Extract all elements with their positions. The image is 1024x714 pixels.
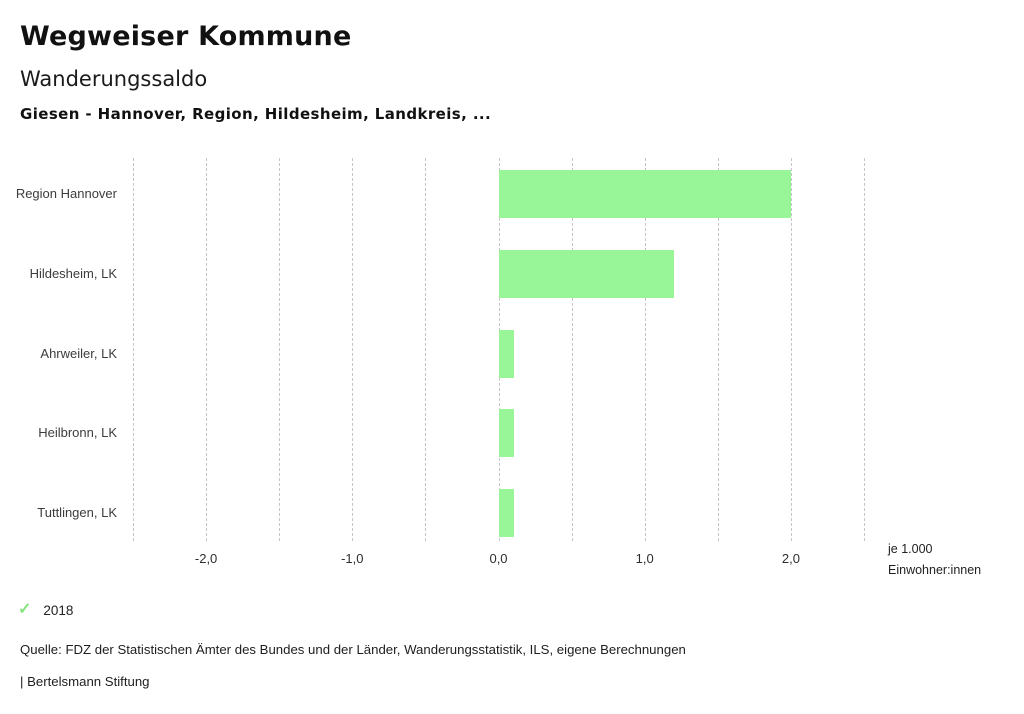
attribution-text: | Bertelsmann Stiftung xyxy=(20,674,150,689)
bar-region-hannover[interactable] xyxy=(499,170,792,218)
legend-year-label: 2018 xyxy=(43,602,74,618)
category-axis: Region Hannover Hildesheim, LK Ahrweiler, … xyxy=(0,158,125,541)
bar-ahrweiler-lk[interactable] xyxy=(499,329,514,378)
x-tick-label: -1,0 xyxy=(341,551,364,566)
x-tick-label: 2,0 xyxy=(781,551,800,566)
gridline xyxy=(717,158,719,541)
checkmark-icon: ✓ xyxy=(18,601,32,618)
gridline xyxy=(279,158,281,541)
chart-title: Wanderungssaldo xyxy=(20,67,208,91)
category-label: Ahrweiler, LK xyxy=(40,345,117,361)
category-label: Hildesheim, LK xyxy=(29,265,117,281)
gridline xyxy=(644,158,646,541)
gridline xyxy=(425,158,427,541)
bar-hildesheim-lk[interactable] xyxy=(499,249,675,298)
bar-heilbronn-lk[interactable] xyxy=(499,409,514,458)
x-tick-label: 1,0 xyxy=(635,551,654,566)
gridline xyxy=(206,158,208,541)
gridline xyxy=(790,158,792,541)
comparison-regions-line: Giesen - Hannover, Region, Hildesheim, L… xyxy=(20,105,492,123)
category-label: Region Hannover xyxy=(15,186,117,201)
legend-item-2018[interactable]: ✓ 2018 xyxy=(18,601,73,619)
x-axis-unit-line-2: Einwohner:innen xyxy=(888,563,982,577)
category-label: Heilbronn, LK xyxy=(38,425,117,441)
bar-tuttlingen-lk[interactable] xyxy=(499,489,514,538)
category-label: Tuttlingen, LK xyxy=(37,505,117,521)
source-text: Quelle: FDZ der Statistischen Ämter des … xyxy=(20,642,686,657)
x-tick-label: -2,0 xyxy=(194,551,218,566)
plot-area xyxy=(133,158,865,541)
gridline xyxy=(864,158,865,541)
gridline xyxy=(571,158,573,541)
page-title: Wegweiser Kommune xyxy=(20,21,352,52)
gridline xyxy=(352,158,354,541)
gridline xyxy=(133,158,134,541)
x-axis-unit-label: je 1.000 Einwohner:innen xyxy=(888,539,981,581)
x-tick-label: 0,0 xyxy=(489,551,508,566)
x-axis-unit-line-1: je 1.000 xyxy=(888,542,933,556)
